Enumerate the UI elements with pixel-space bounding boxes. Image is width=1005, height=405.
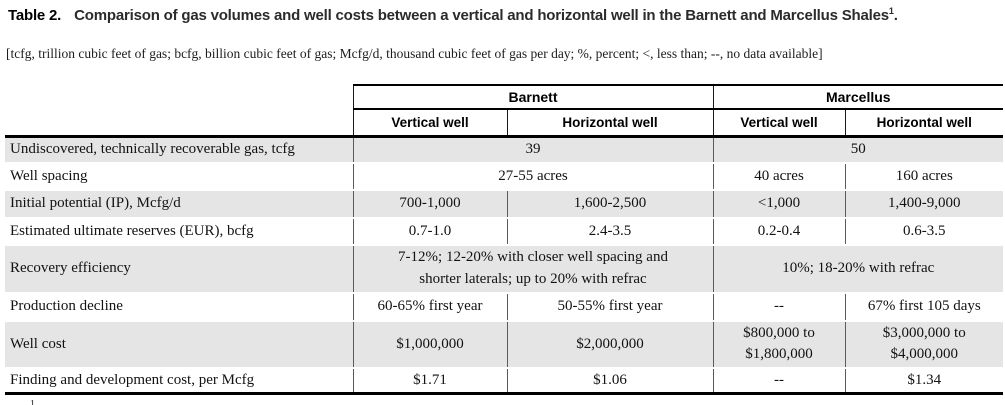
table-caption: Table 2. Comparison of gas volumes and we… bbox=[8, 6, 998, 24]
cell-barnett-v-eur: 0.7-1.0 bbox=[352, 216, 507, 245]
corner-cell-2 bbox=[5, 109, 353, 138]
row-label-fd-cost: Finding and development cost, per Mcfg bbox=[5, 367, 353, 395]
sub-header-row: Vertical well Horizontal well Vertical w… bbox=[5, 109, 1004, 138]
cell-marcellus-v-spacing: 40 acres bbox=[712, 161, 846, 190]
abbreviation-note: [tcfg, trillion cubic feet of gas; bcfg,… bbox=[6, 46, 823, 61]
cell-barnett-h-fd: $1.06 bbox=[506, 367, 714, 395]
cell-marcellus-v-decline: -- bbox=[712, 291, 846, 321]
table-row: Recovery efficiency 7-12%; 12-20% with c… bbox=[5, 243, 1004, 293]
row-label-well-cost: Well cost bbox=[5, 319, 353, 368]
cell-barnett-recovery: 7-12%; 12-20% with closer well spacing a… bbox=[352, 243, 714, 293]
row-label-undiscovered-gas: Undiscovered, technically recoverable ga… bbox=[5, 135, 353, 163]
header-barnett-horizontal: Horizontal well bbox=[506, 109, 714, 138]
cell-barnett-undiscovered: 39 bbox=[352, 135, 714, 163]
cell-barnett-v-fd: $1.71 bbox=[352, 367, 507, 395]
cell-marcellus-h-eur: 0.6-3.5 bbox=[844, 216, 1004, 245]
marcellus-v-cost-text: $800,000 to $1,800,000 bbox=[743, 324, 815, 363]
row-label-well-spacing: Well spacing bbox=[5, 161, 353, 190]
row-label-recovery-efficiency: Recovery efficiency bbox=[5, 243, 353, 293]
header-marcellus-vertical: Vertical well bbox=[712, 109, 846, 138]
caption-footnote-ref: 1 bbox=[888, 6, 894, 16]
table-row: Finding and development cost, per Mcfg $… bbox=[5, 367, 1004, 395]
table-row: Production decline 60-65% first year 50-… bbox=[5, 291, 1004, 321]
header-marcellus-horizontal: Horizontal well bbox=[844, 109, 1004, 138]
row-label-production-decline: Production decline bbox=[5, 291, 353, 321]
group-header-row: Barnett Marcellus bbox=[5, 84, 1004, 110]
cell-barnett-h-cost: $2,000,000 bbox=[506, 319, 714, 368]
cell-marcellus-h-ip: 1,400-9,000 bbox=[844, 188, 1004, 218]
marcellus-h-cost-text: $3,000,000 to $4,000,000 bbox=[882, 324, 966, 363]
table-number: Table 2. bbox=[8, 7, 62, 24]
corner-cell bbox=[5, 85, 353, 109]
cell-barnett-v-decline: 60-65% first year bbox=[352, 291, 507, 321]
column-group-marcellus: Marcellus bbox=[712, 84, 1004, 110]
cell-marcellus-undiscovered: 50 bbox=[712, 135, 1004, 163]
cell-marcellus-v-ip: <1,000 bbox=[712, 188, 846, 218]
table-row: Undiscovered, technically recoverable ga… bbox=[5, 135, 1004, 163]
cell-barnett-v-cost: $1,000,000 bbox=[352, 319, 507, 368]
footnote-marker: 1 bbox=[30, 399, 35, 405]
cell-marcellus-v-eur: 0.2-0.4 bbox=[712, 216, 846, 245]
cell-barnett-h-decline: 50-55% first year bbox=[506, 291, 714, 321]
header-barnett-vertical: Vertical well bbox=[352, 109, 507, 138]
table-row: Estimated ultimate reserves (EUR), bcfg … bbox=[5, 216, 1004, 245]
table-caption-text: Comparison of gas volumes and well costs… bbox=[74, 7, 889, 24]
column-group-barnett: Barnett bbox=[352, 84, 714, 110]
cell-barnett-h-ip: 1,600-2,500 bbox=[506, 188, 714, 218]
cell-barnett-spacing: 27-55 acres bbox=[352, 161, 714, 190]
table-row: Well cost $1,000,000 $2,000,000 $800,000… bbox=[5, 319, 1004, 368]
cell-marcellus-h-decline: 67% first 105 days bbox=[844, 291, 1004, 321]
cell-barnett-v-ip: 700-1,000 bbox=[352, 188, 507, 218]
cell-marcellus-v-fd: -- bbox=[712, 367, 846, 395]
recovery-barnett-text: 7-12%; 12-20% with closer well spacing a… bbox=[398, 248, 668, 287]
row-label-eur: Estimated ultimate reserves (EUR), bcfg bbox=[5, 216, 353, 245]
cell-barnett-h-eur: 2.4-3.5 bbox=[506, 216, 714, 245]
table-row: Well spacing 27-55 acres 40 acres 160 ac… bbox=[5, 161, 1004, 190]
table-row: Initial potential (IP), Mcfg/d 700-1,000… bbox=[5, 188, 1004, 218]
cell-marcellus-v-cost: $800,000 to $1,800,000 bbox=[712, 319, 846, 368]
cell-marcellus-h-fd: $1.34 bbox=[844, 367, 1004, 395]
cell-marcellus-h-spacing: 160 acres bbox=[844, 161, 1004, 190]
comparison-table: Barnett Marcellus Vertical well Horizont… bbox=[5, 84, 1004, 395]
cell-marcellus-recovery: 10%; 18-20% with refrac bbox=[712, 243, 1004, 293]
caption-period: . bbox=[893, 7, 898, 24]
cell-marcellus-h-cost: $3,000,000 to $4,000,000 bbox=[844, 319, 1004, 368]
row-label-initial-potential: Initial potential (IP), Mcfg/d bbox=[5, 188, 353, 218]
